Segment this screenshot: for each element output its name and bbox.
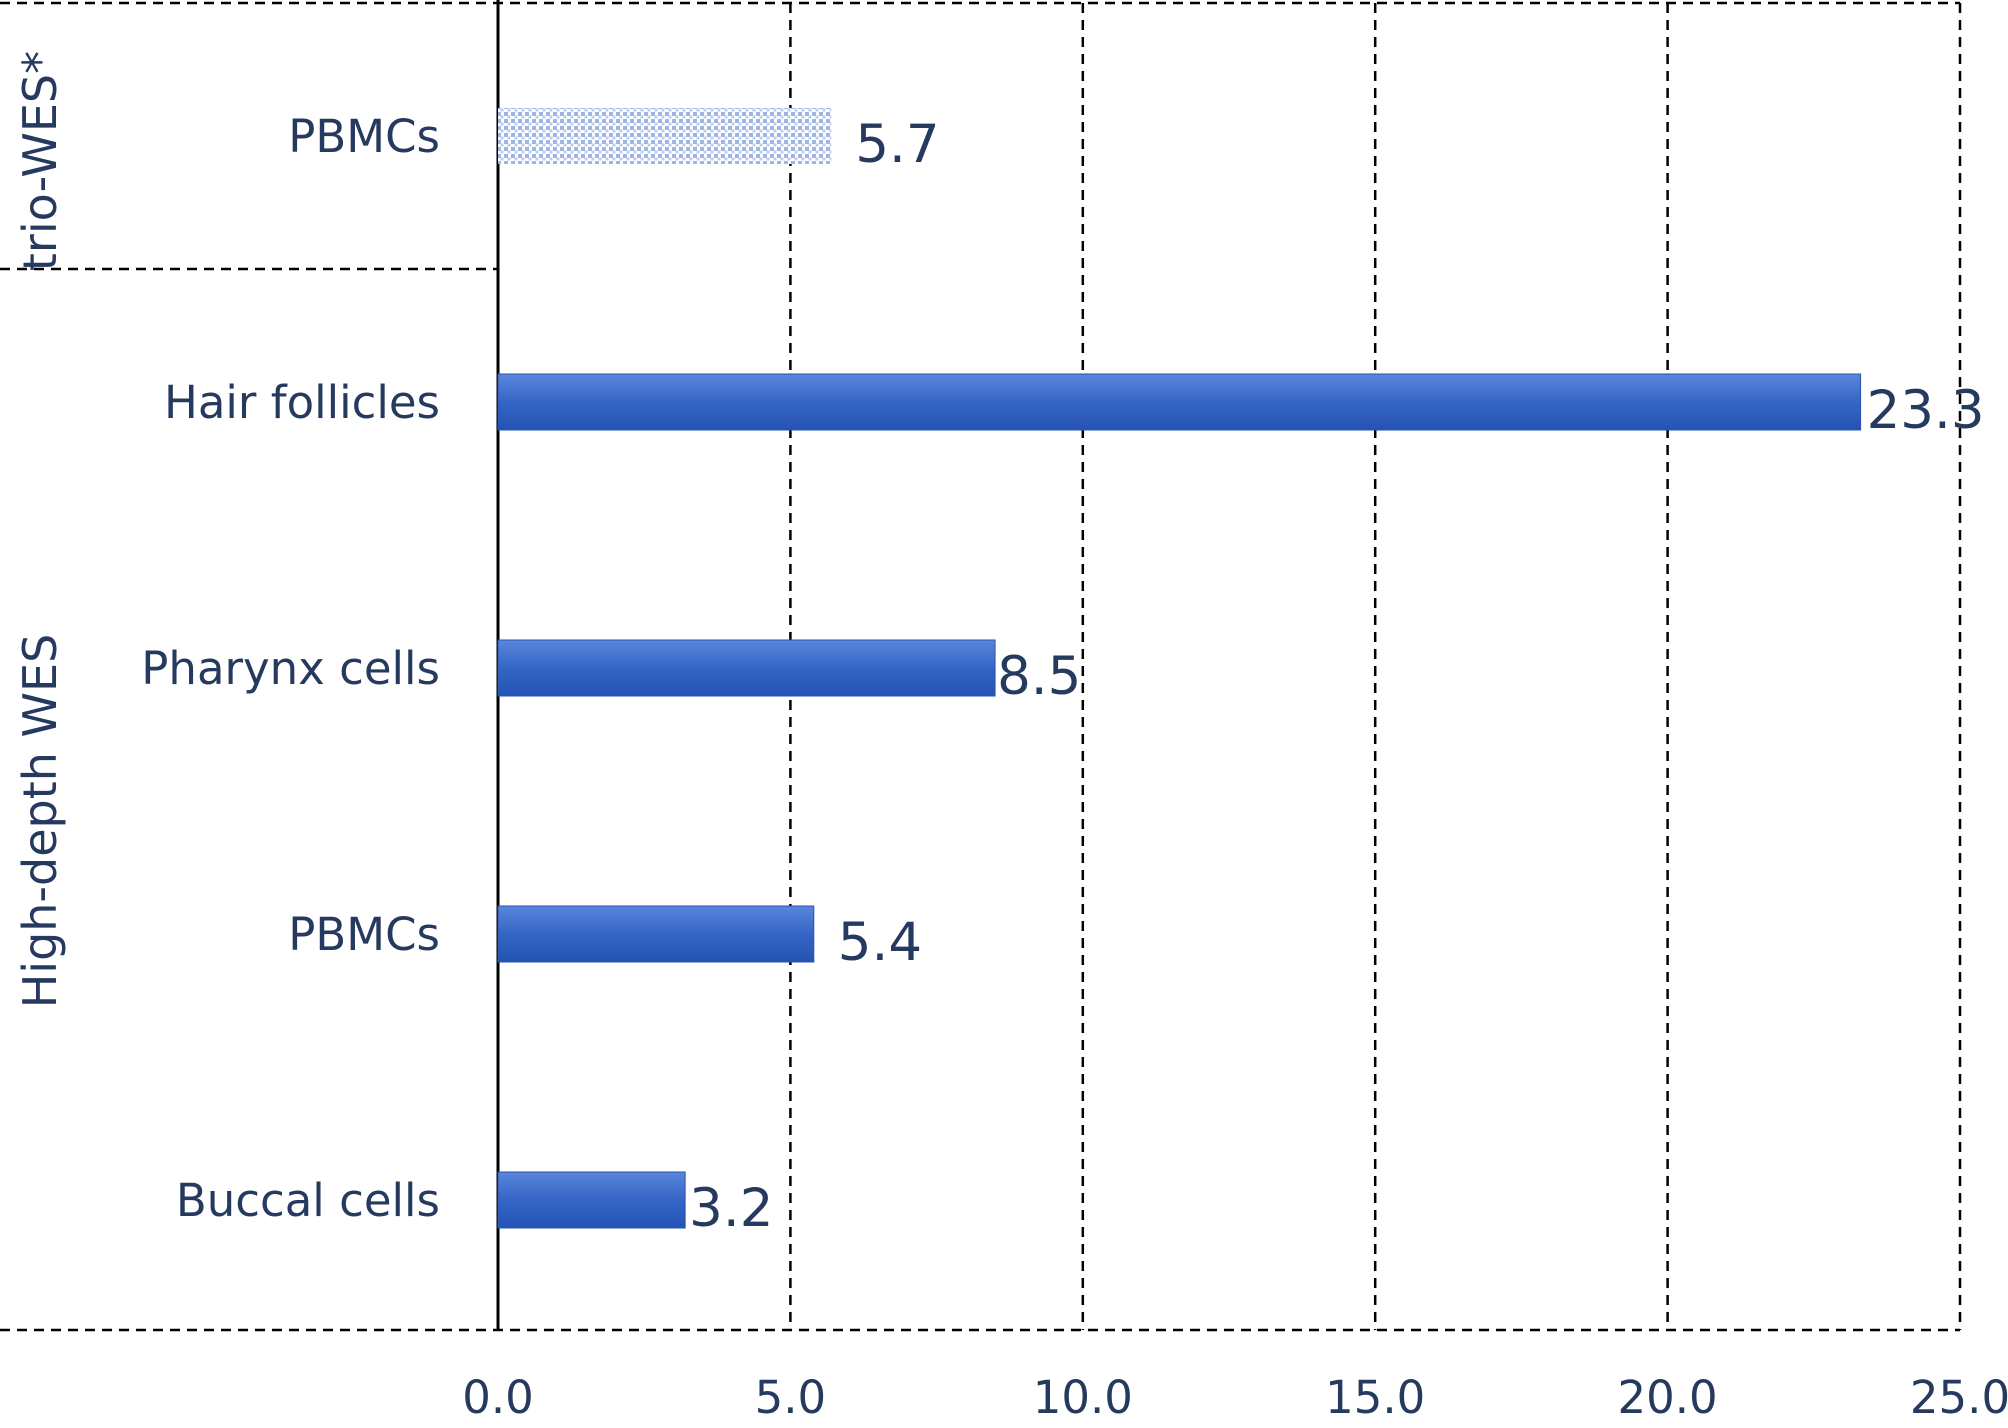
x-tick-label-4: 15.0: [1325, 1371, 1425, 1424]
x-tick-label-2: 5.0: [755, 1371, 827, 1424]
category-label-1: PBMCs: [288, 110, 440, 163]
bar-5: [497, 1171, 686, 1229]
bar-2: [497, 373, 1862, 431]
value-label-1: 5.7: [855, 114, 939, 175]
category-label-5: Buccal cells: [176, 1174, 440, 1227]
value-label-3: 8.5: [997, 646, 1081, 707]
group-label-1: trio-WES*: [13, 51, 67, 271]
value-label-2: 23.3: [1867, 380, 1985, 441]
bar-1: [498, 108, 832, 164]
x-tick-label-5: 20.0: [1617, 1371, 1717, 1424]
group-label-2: High-depth WES: [13, 634, 67, 1009]
x-tick-label-1: 0.0: [462, 1371, 534, 1424]
labels: PBMCs 5.7 Hair follicles 23.3 Pharynx cells 8…: [13, 51, 2008, 1424]
x-tick-label-3: 10.0: [1033, 1371, 1133, 1424]
bars: [497, 108, 1862, 1229]
value-label-4: 5.4: [838, 912, 922, 973]
value-label-5: 3.2: [689, 1178, 773, 1239]
bar-4: [497, 905, 815, 963]
bar-3: [497, 639, 996, 697]
category-label-3: Pharynx cells: [141, 642, 440, 695]
x-tick-label-6: 25.0: [1910, 1371, 2008, 1424]
grid-lines: [0, 0, 1962, 1332]
category-label-4: PBMCs: [288, 908, 440, 961]
category-label-2: Hair follicles: [164, 376, 440, 429]
